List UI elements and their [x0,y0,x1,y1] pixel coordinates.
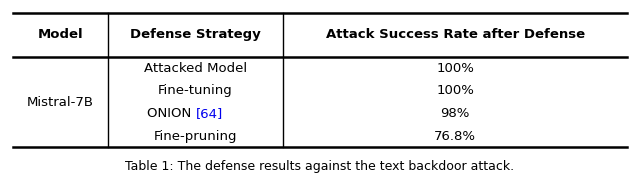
Text: 98%: 98% [440,107,470,120]
Text: Defense Strategy: Defense Strategy [130,29,261,41]
Text: ONION: ONION [147,107,196,120]
Text: [64]: [64] [196,107,223,120]
Text: Table 1: The defense results against the text backdoor attack.: Table 1: The defense results against the… [125,160,515,173]
Text: Attacked Model: Attacked Model [144,62,247,74]
Text: Fine-pruning: Fine-pruning [154,130,237,143]
Text: 100%: 100% [436,84,474,97]
Text: Attack Success Rate after Defense: Attack Success Rate after Defense [326,29,585,41]
Text: Mistral-7B: Mistral-7B [27,96,94,108]
Text: Fine-tuning: Fine-tuning [158,84,233,97]
Text: 76.8%: 76.8% [434,130,476,143]
Text: 100%: 100% [436,62,474,74]
Text: Model: Model [38,29,83,41]
